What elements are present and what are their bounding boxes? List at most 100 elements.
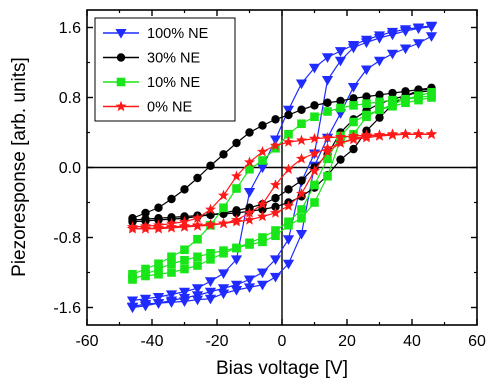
data-point-30pct-ne (297, 105, 306, 114)
data-point-0pct-ne (204, 219, 217, 230)
data-point-10pct-ne (427, 93, 436, 102)
data-point-100pct-ne (321, 75, 334, 86)
data-point-100pct-ne (269, 255, 282, 265)
data-point-30pct-ne (349, 144, 358, 154)
data-point-0pct-ne (412, 128, 425, 139)
data-point-0pct-ne (256, 145, 269, 157)
series-100pct-ne (126, 21, 438, 314)
y-axis-label: Piezoresponse [arb. units] (9, 57, 30, 277)
data-point-10pct-ne (375, 105, 384, 115)
data-point-30pct-ne (284, 110, 293, 120)
legend: 100% NE 30% NE 10% NE 0% NE (94, 17, 236, 122)
data-point-0pct-ne (152, 222, 165, 234)
data-point-100pct-ne (360, 38, 373, 48)
data-point-100pct-ne (347, 82, 360, 93)
data-point-0pct-ne (360, 131, 373, 143)
data-point-10pct-ne (154, 259, 163, 269)
data-point-0pct-ne (399, 128, 412, 139)
data-point-10pct-ne (245, 238, 254, 248)
data-point-10pct-ne (180, 264, 189, 274)
data-point-0pct-ne (230, 170, 243, 181)
data-point-100pct-ne (425, 32, 438, 42)
data-point-100pct-ne (412, 24, 425, 34)
data-point-0pct-ne (243, 156, 256, 167)
data-point-0pct-ne (243, 214, 256, 225)
data-point-30pct-ne (245, 128, 254, 137)
data-point-0pct-ne (256, 210, 269, 222)
data-point-0pct-ne (217, 189, 230, 201)
data-point-0pct-ne (308, 132, 321, 144)
data-point-100pct-ne (425, 22, 438, 33)
data-point-30pct-ne (336, 155, 345, 164)
data-point-10pct-ne (349, 101, 358, 110)
data-point-10pct-ne (193, 261, 202, 270)
x-tick-label: -20 (205, 333, 228, 350)
data-point-100pct-ne (230, 285, 243, 296)
legend-label-0pct-ne: 0% NE (147, 100, 192, 116)
data-point-30pct-ne (297, 176, 306, 185)
data-point-30pct-ne (193, 173, 202, 183)
data-point-100pct-ne (282, 259, 295, 270)
data-point-100pct-ne (243, 275, 256, 286)
legend-marker-100pct-ne (115, 28, 127, 39)
data-point-0pct-ne (126, 222, 139, 234)
data-point-100pct-ne (243, 283, 256, 293)
data-point-100pct-ne (217, 284, 230, 294)
data-point-10pct-ne (167, 268, 176, 277)
data-point-0pct-ne (243, 207, 256, 218)
x-tick-label: 60 (468, 333, 486, 350)
data-point-0pct-ne (334, 131, 347, 142)
legend-label-10pct-ne: 10% NE (147, 75, 201, 91)
data-point-10pct-ne (206, 255, 215, 264)
data-point-10pct-ne (310, 198, 319, 207)
data-point-100pct-ne (178, 287, 191, 298)
data-point-0pct-ne (334, 137, 347, 148)
data-point-10pct-ne (232, 243, 241, 253)
data-point-100pct-ne (230, 280, 243, 291)
data-point-0pct-ne (230, 214, 243, 225)
x-tick-label: 40 (403, 333, 421, 350)
x-tick-label: 20 (338, 333, 356, 350)
data-point-0pct-ne (308, 147, 321, 159)
data-point-0pct-ne (282, 200, 295, 211)
data-point-30pct-ne (388, 88, 397, 98)
data-point-10pct-ne (141, 271, 150, 281)
data-point-10pct-ne (271, 231, 280, 241)
data-point-10pct-ne (323, 171, 332, 181)
data-point-30pct-ne (271, 115, 280, 124)
data-point-30pct-ne (375, 90, 384, 100)
x-tick-label: -40 (140, 333, 163, 350)
data-point-10pct-ne (427, 87, 436, 97)
data-point-30pct-ne (206, 161, 215, 170)
data-point-30pct-ne (219, 150, 228, 159)
data-point-10pct-ne (362, 99, 371, 108)
data-point-100pct-ne (165, 290, 178, 300)
data-point-100pct-ne (217, 289, 230, 300)
data-point-100pct-ne (191, 295, 204, 306)
data-point-30pct-ne (232, 206, 241, 215)
data-point-10pct-ne (284, 217, 293, 227)
data-point-0pct-ne (217, 217, 230, 229)
data-point-10pct-ne (180, 255, 189, 265)
data-point-100pct-ne (373, 56, 386, 67)
data-point-0pct-ne (425, 128, 438, 139)
data-point-100pct-ne (256, 280, 269, 291)
data-point-10pct-ne (284, 129, 293, 139)
data-point-100pct-ne (282, 235, 295, 245)
data-point-100pct-ne (126, 296, 139, 307)
data-point-30pct-ne (141, 208, 150, 218)
data-point-10pct-ne (258, 233, 267, 242)
data-point-0pct-ne (347, 133, 360, 145)
data-point-10pct-ne (349, 117, 358, 127)
data-point-100pct-ne (152, 299, 165, 309)
data-point-0pct-ne (191, 220, 204, 231)
legend-box (94, 17, 236, 122)
data-point-100pct-ne (191, 284, 204, 294)
data-point-0pct-ne (178, 221, 191, 232)
data-point-100pct-ne (360, 65, 373, 76)
data-point-0pct-ne (139, 222, 152, 234)
data-point-30pct-ne (284, 185, 293, 194)
data-point-10pct-ne (388, 95, 397, 105)
data-point-10pct-ne (180, 245, 189, 255)
